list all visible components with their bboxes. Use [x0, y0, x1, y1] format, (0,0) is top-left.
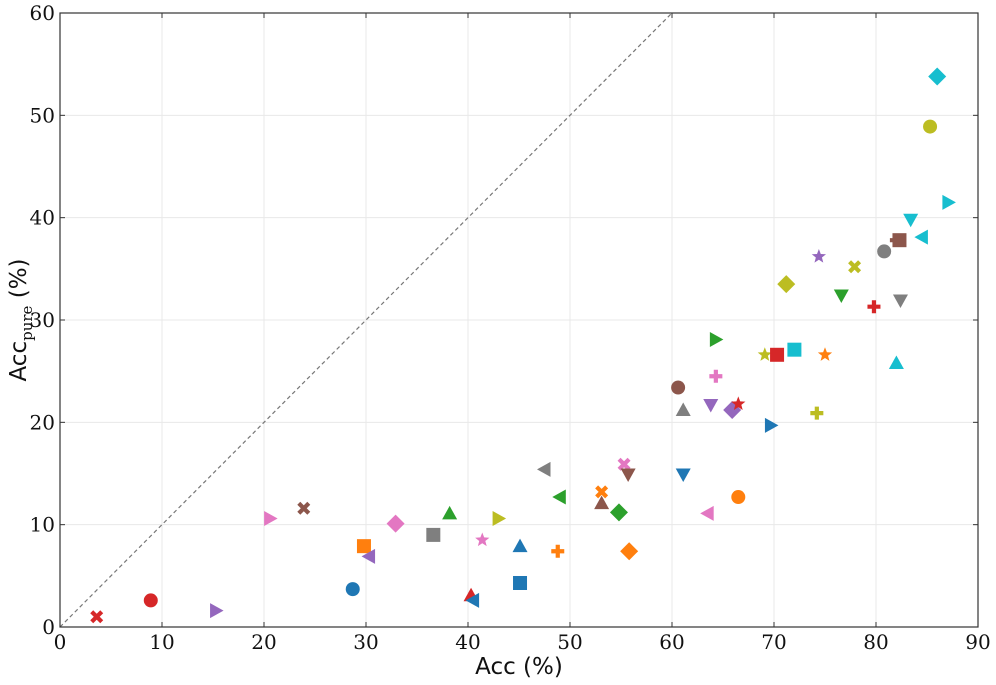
data-point-square	[513, 575, 528, 590]
data-point-triangle-up	[512, 538, 528, 553]
data-point-square	[787, 342, 802, 357]
data-point-x	[297, 501, 311, 515]
data-point-x	[595, 485, 609, 499]
data-point-circle	[143, 593, 158, 608]
data-point-square	[356, 539, 371, 554]
data-point-triangle-left	[552, 489, 566, 505]
x-tick-label: 10	[149, 630, 174, 654]
data-point-diamond	[386, 514, 405, 533]
x-tick-label: 60	[659, 630, 684, 654]
y-axis-label-unit: (%)	[6, 258, 32, 305]
y-tick-label: 30	[30, 308, 55, 332]
data-point-triangle-down	[892, 294, 908, 309]
y-tick-label: 20	[30, 410, 55, 434]
data-point-triangle-right	[764, 417, 779, 433]
x-tick-label: 50	[557, 630, 582, 654]
data-points	[90, 67, 956, 624]
data-point-triangle-up	[675, 402, 691, 417]
data-point-triangle-left	[465, 592, 480, 608]
x-tick-label: 0	[54, 630, 67, 654]
reference-diagonal-line	[59, 12, 673, 628]
data-point-circle	[923, 119, 938, 134]
data-point-star	[817, 347, 833, 361]
data-point-triangle-left	[361, 548, 376, 564]
data-point-plus	[810, 406, 824, 420]
y-tick-label: 50	[30, 103, 55, 127]
axis-ticks: 0 10 20 30 40 50 60 70 80 90 0 10 20 30 40 50 60	[30, 1, 991, 654]
data-point-triangle-left	[700, 505, 714, 521]
data-point-plus	[551, 544, 565, 558]
data-point-diamond	[620, 542, 639, 561]
data-point-triangle-left	[537, 461, 551, 477]
data-point-diamond	[928, 67, 947, 86]
x-axis-label: Acc (%)	[475, 654, 563, 680]
data-point-plus	[709, 369, 723, 383]
data-point-triangle-right	[709, 331, 724, 347]
data-point-triangle-down	[675, 468, 691, 483]
data-point-diamond	[777, 275, 796, 294]
data-point-diamond	[609, 503, 628, 522]
data-point-triangle-left	[914, 229, 928, 245]
data-point-triangle-right	[492, 511, 507, 527]
x-tick-label: 90	[965, 630, 990, 654]
data-point-triangle-down	[620, 468, 636, 483]
data-point-circle	[345, 582, 360, 597]
data-point-star	[811, 249, 827, 263]
x-tick-label: 30	[353, 630, 378, 654]
y-axis-label-main: Acc	[6, 341, 32, 382]
data-point-triangle-right	[264, 511, 278, 527]
data-point-circle	[671, 380, 686, 395]
data-point-triangle-down	[903, 213, 919, 228]
data-point-triangle-up	[594, 495, 610, 510]
data-point-star	[757, 347, 772, 361]
data-point-circle	[877, 244, 892, 259]
data-point-triangle-up	[442, 505, 458, 520]
data-point-triangle-up	[888, 355, 904, 369]
y-tick-label: 40	[30, 206, 55, 230]
data-point-triangle-down	[833, 289, 849, 303]
data-point-triangle-down	[703, 398, 719, 413]
data-point-star	[475, 532, 490, 547]
data-point-square	[426, 527, 441, 542]
x-tick-label: 70	[761, 630, 786, 654]
y-tick-label: 0	[42, 615, 55, 639]
x-tick-label: 40	[455, 630, 480, 654]
data-point-x	[617, 457, 631, 471]
data-point-x	[848, 260, 862, 274]
x-tick-label: 20	[251, 630, 276, 654]
y-axis-label: Accpure (%)	[6, 258, 36, 381]
y-tick-label: 60	[30, 1, 55, 25]
data-point-star	[731, 396, 746, 410]
data-point-square	[892, 233, 907, 248]
data-point-plus	[867, 300, 881, 314]
data-point-triangle-right	[210, 603, 224, 619]
y-tick-label: 10	[30, 513, 55, 537]
data-point-square	[770, 347, 785, 362]
data-point-triangle-right	[942, 194, 956, 210]
data-point-circle	[731, 490, 746, 505]
y-axis-label-subscript: pure	[18, 305, 36, 340]
data-point-x	[90, 610, 104, 624]
x-tick-label: 80	[863, 630, 888, 654]
